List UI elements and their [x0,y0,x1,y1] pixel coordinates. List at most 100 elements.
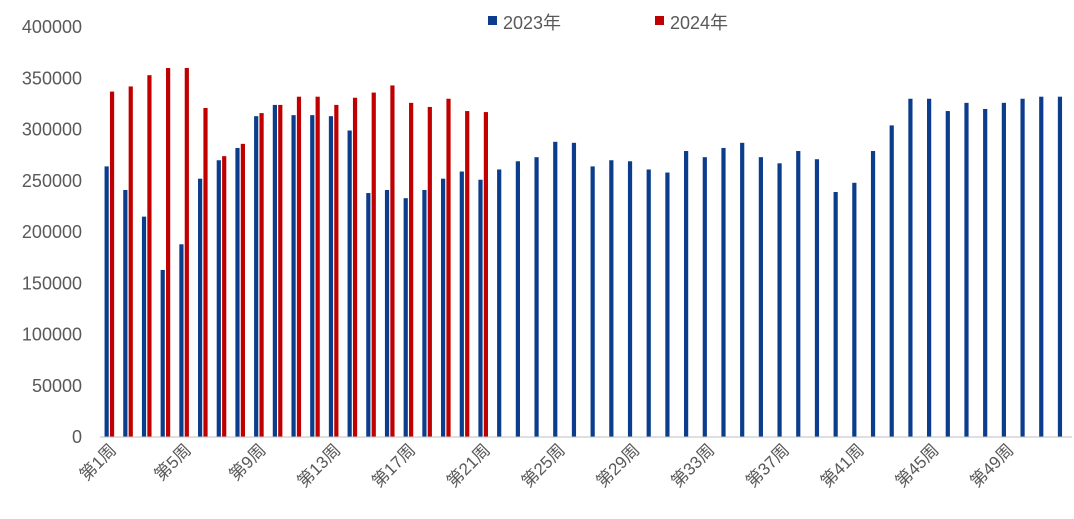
y-axis-ticks: 0 50000 100000 150000 200000 250000 300000 3500… [22,17,82,447]
bar-2024-week-18 [427,106,432,437]
bar-2023-week-45 [927,98,932,437]
bar-series [104,68,1063,438]
bar-2023-week-1 [104,166,109,437]
bar-2023-week-4 [160,269,165,437]
bar-2023-week-7 [216,160,221,437]
y-tick-label: 0 [72,427,82,447]
bar-2023-week-36 [758,157,763,437]
bar-2023-week-22 [497,169,502,438]
bar-2024-week-20 [465,111,470,438]
bar-2023-week-19 [441,178,446,437]
x-tick-label: 第29周 [593,440,644,491]
bar-2023-week-26 [571,142,577,437]
bar-2023-week-40 [833,192,838,437]
bar-2023-week-51 [1039,96,1044,437]
bar-2023-week-18 [422,189,427,437]
legend-label-2023: 2023年 [503,13,561,33]
bar-2024-week-9 [259,113,264,437]
legend: 2023年 2024年 [488,13,728,33]
bar-2024-week-15 [371,92,376,437]
bar-2024-week-12 [315,96,320,437]
bar-2023-week-13 [328,116,334,438]
bar-2024-week-3 [147,75,152,438]
bar-2023-week-46 [945,111,950,438]
bar-2023-week-11 [291,115,296,438]
x-tick-label: 第37周 [742,440,793,491]
bar-2023-week-14 [347,130,352,437]
bar-2023-week-48 [983,109,988,437]
bar-2023-week-41 [852,182,857,437]
bar-2023-week-5 [179,244,184,437]
bar-2024-week-10 [278,104,283,438]
bar-2023-week-9 [254,116,259,438]
bar-2023-week-38 [796,151,801,437]
y-tick-label: 400000 [22,17,82,37]
bar-2024-week-11 [296,96,302,437]
bar-2023-week-21 [478,179,483,438]
bar-2024-week-19 [446,98,451,437]
bar-2023-week-35 [740,142,745,437]
bar-2023-week-16 [384,189,390,437]
bar-2023-week-32 [684,151,689,437]
bar-2023-week-50 [1020,98,1025,437]
x-tick-label: 第33周 [667,440,718,491]
bar-2023-week-27 [590,166,595,437]
bar-2023-week-42 [870,151,876,437]
x-tick-label: 第25周 [518,440,569,491]
y-tick-label: 150000 [22,273,82,293]
x-tick-label: 第21周 [443,440,494,491]
bar-2023-week-37 [777,163,782,437]
bar-2024-week-14 [352,97,358,437]
bar-2024-week-13 [334,104,339,438]
bar-2024-week-16 [390,85,395,438]
y-tick-label: 250000 [22,171,82,191]
bar-2023-week-43 [889,125,894,438]
y-tick-label: 300000 [22,120,82,140]
bar-2023-week-10 [272,104,277,438]
bar-2024-week-5 [184,68,189,437]
x-tick-label: 第13周 [294,440,345,491]
x-tick-label: 第41周 [817,440,868,491]
bar-2024-week-2 [128,86,133,437]
bar-2024-week-8 [240,143,245,437]
bar-2023-week-30 [646,169,651,438]
bar-2023-week-15 [366,193,371,437]
x-tick-label: 第5周 [151,440,195,484]
x-tick-label: 第49周 [967,440,1018,491]
bar-2023-week-44 [908,98,913,437]
bar-2023-week-20 [459,171,464,437]
y-tick-label: 50000 [32,376,82,396]
bar-2023-week-29 [627,161,633,437]
bar-2023-week-6 [198,178,203,437]
legend-swatch-2024 [655,16,664,25]
bar-2023-week-12 [310,115,315,438]
y-tick-label: 100000 [22,325,82,345]
y-tick-label: 350000 [22,68,82,88]
bar-2023-week-23 [515,161,520,437]
bar-2023-week-17 [403,198,408,437]
bar-2023-week-3 [141,216,147,438]
bar-2023-week-52 [1057,96,1063,437]
bar-2024-week-17 [409,102,414,437]
bar-2023-week-39 [814,159,820,438]
bar-2023-week-28 [609,160,614,437]
bar-2024-week-21 [483,112,488,437]
bar-2023-week-34 [721,147,726,437]
y-tick-label: 200000 [22,222,82,242]
bar-2023-week-8 [235,147,240,437]
bar-2023-week-24 [534,157,539,437]
bar-2024-week-6 [203,107,208,437]
bar-2023-week-31 [665,172,670,438]
legend-label-2024: 2024年 [670,13,728,33]
bar-2023-week-2 [123,189,128,437]
x-tick-label: 第45周 [892,440,943,491]
bar-2023-week-49 [1001,102,1006,437]
bar-2024-week-1 [109,91,115,437]
bar-2023-week-47 [964,102,969,437]
bar-2023-week-33 [702,157,707,437]
x-tick-label: 第1周 [76,440,120,484]
bar-2024-week-7 [222,156,227,437]
bar-2023-week-25 [553,141,558,438]
x-tick-label: 第9周 [226,440,270,484]
